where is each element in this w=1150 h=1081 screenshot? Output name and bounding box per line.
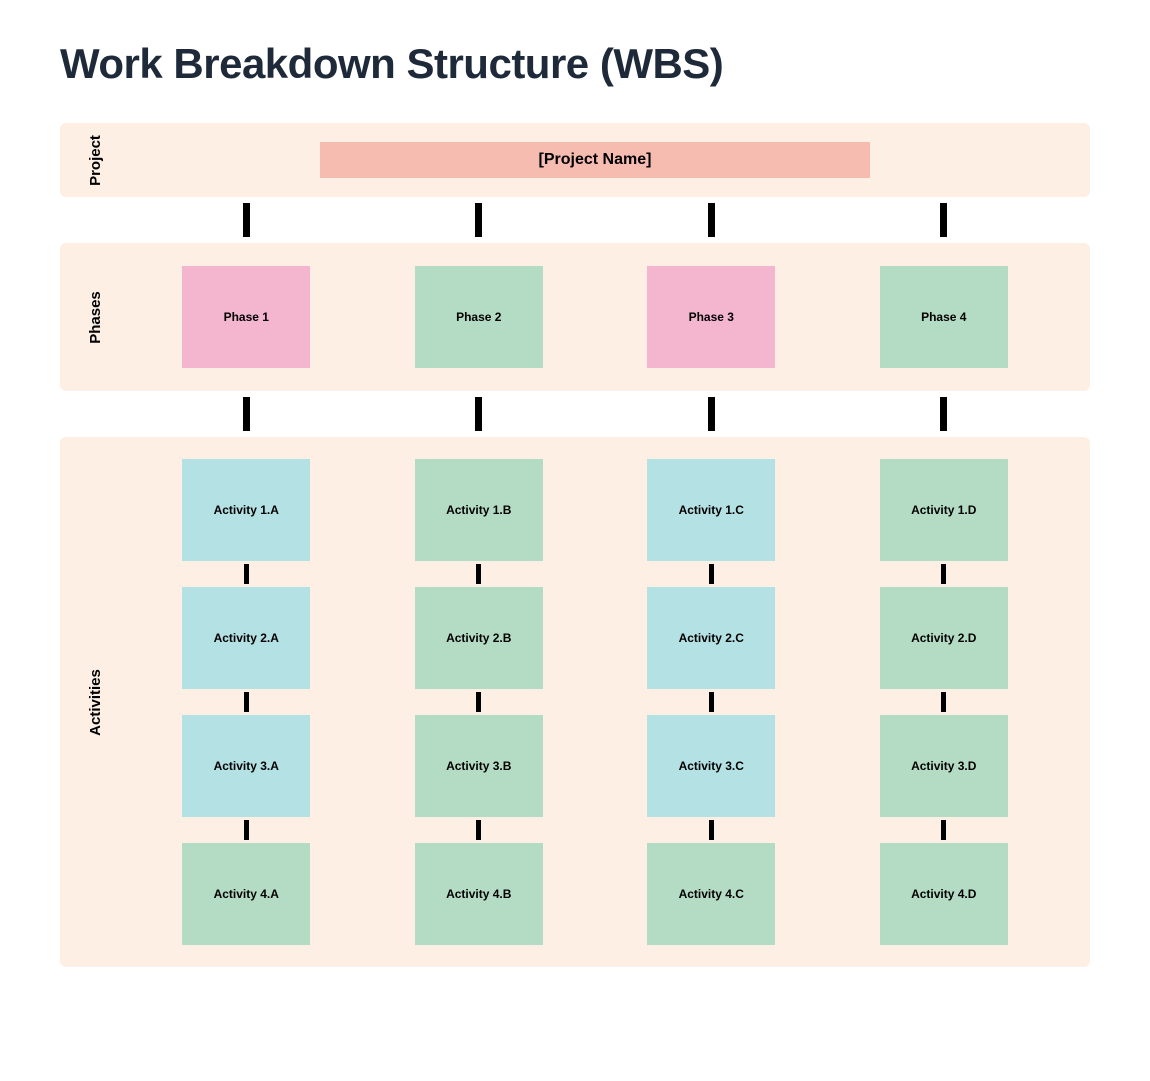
connector-small-icon — [476, 564, 481, 584]
connector-small-icon — [244, 564, 249, 584]
connector-icon — [243, 203, 250, 237]
phase-box-1: Phase 1 — [182, 266, 310, 368]
project-section: Project [Project Name] — [60, 123, 1090, 197]
connector-icon — [940, 203, 947, 237]
activity-box: Activity 3.B — [415, 715, 543, 817]
activity-box: Activity 1.C — [647, 459, 775, 561]
activity-box: Activity 4.C — [647, 843, 775, 945]
connector-small-icon — [476, 820, 481, 840]
project-name-box: [Project Name] — [320, 142, 870, 178]
activity-column-1: Activity 1.A Activity 2.A Activity 3.A Acti… — [182, 459, 310, 945]
activity-column-3: Activity 1.C Activity 2.C Activity 3.C Acti… — [647, 459, 775, 945]
activity-column-2: Activity 1.B Activity 2.B Activity 3.B Acti… — [415, 459, 543, 945]
activity-box: Activity 3.A — [182, 715, 310, 817]
connector-icon — [243, 397, 250, 431]
activity-box: Activity 2.B — [415, 587, 543, 689]
activity-box: Activity 2.A — [182, 587, 310, 689]
activity-box: Activity 1.B — [415, 459, 543, 561]
activity-box: Activity 1.D — [880, 459, 1008, 561]
activities-section: Activities Activity 1.AActivity 2.AActiv… — [60, 437, 1090, 967]
connector-icon — [940, 397, 947, 431]
activity-box: Activity 2.C — [647, 587, 775, 689]
phases-label-text: Phases — [86, 291, 103, 344]
connector-small-icon — [709, 564, 714, 584]
activity-box: Activity 3.D — [880, 715, 1008, 817]
connector-small-icon — [476, 692, 481, 712]
project-label-text: Project — [86, 135, 103, 186]
connector-icon — [708, 203, 715, 237]
connector-small-icon — [941, 692, 946, 712]
activities-label-text: Activities — [86, 669, 103, 736]
connector-small-icon — [244, 692, 249, 712]
connector-icon — [475, 203, 482, 237]
activity-box: Activity 1.A — [182, 459, 310, 561]
connector-small-icon — [244, 820, 249, 840]
phases-section: Phases Phase 1 Phase 2 Phase 3 Phase 4 — [60, 243, 1090, 391]
connector-small-icon — [709, 820, 714, 840]
phase-box-3: Phase 3 — [647, 266, 775, 368]
connector-small-icon — [709, 692, 714, 712]
activity-box: Activity 2.D — [880, 587, 1008, 689]
phase-box-4: Phase 4 — [880, 266, 1008, 368]
connector-row-1 — [60, 197, 1090, 243]
connector-small-icon — [941, 820, 946, 840]
phases-label: Phases — [60, 243, 130, 391]
activity-box: Activity 4.D — [880, 843, 1008, 945]
activity-box: Activity 3.C — [647, 715, 775, 817]
page-title: Work Breakdown Structure (WBS) — [60, 40, 1090, 88]
connector-icon — [708, 397, 715, 431]
connector-row-2 — [60, 391, 1090, 437]
connector-small-icon — [941, 564, 946, 584]
activity-box: Activity 4.A — [182, 843, 310, 945]
activity-box: Activity 4.B — [415, 843, 543, 945]
activities-label: Activities — [60, 459, 130, 945]
phase-box-2: Phase 2 — [415, 266, 543, 368]
project-label: Project — [60, 123, 130, 197]
activity-column-4: Activity 1.D Activity 2.D Activity 3.D Acti… — [880, 459, 1008, 945]
connector-icon — [475, 397, 482, 431]
